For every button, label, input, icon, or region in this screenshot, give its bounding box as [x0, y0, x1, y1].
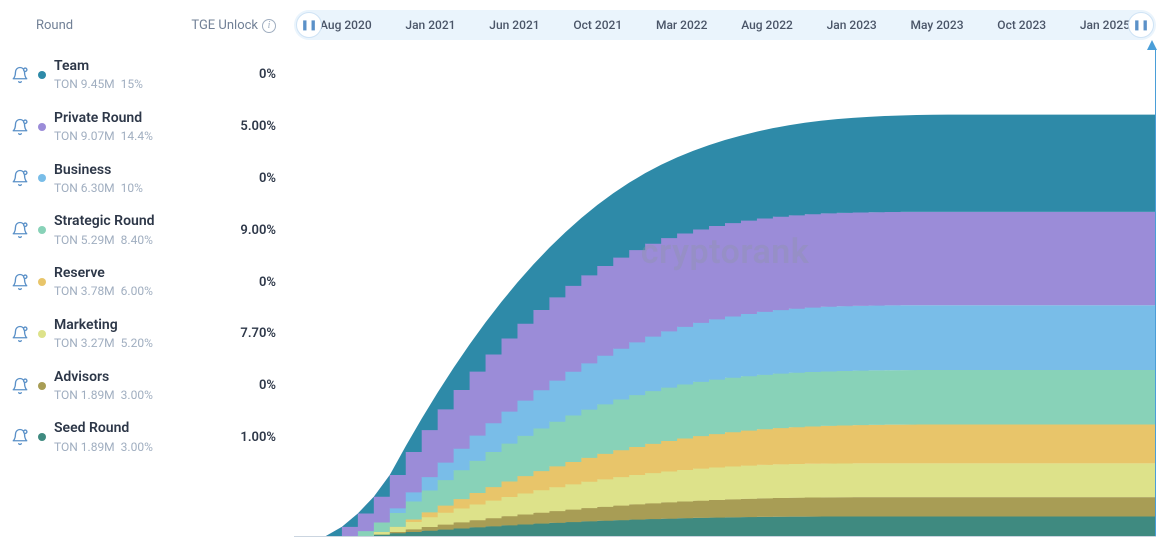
info-icon[interactable]: i [262, 19, 276, 33]
color-dot [38, 278, 46, 286]
timeline-tick: Jan 2021 [405, 18, 455, 32]
bell-icon[interactable] [10, 428, 30, 446]
round-name: Strategic Round [54, 212, 208, 230]
legend-row[interactable]: Advisors TON 1.89M3.00% 0% [6, 360, 280, 412]
bell-icon[interactable] [10, 325, 30, 343]
bell-icon[interactable] [10, 66, 30, 84]
round-name: Marketing [54, 316, 208, 334]
bell-icon[interactable] [10, 377, 30, 395]
legend-row[interactable]: Team TON 9.45M15% 0% [6, 49, 280, 101]
tge-header: TGE Unlock i [186, 18, 276, 33]
tge-value: 1.00% [216, 430, 276, 445]
legend-row[interactable]: Seed Round TON 1.89M3.00% 1.00% [6, 411, 280, 463]
timeline-tick: Jan 2025 [1080, 18, 1130, 32]
round-subtext: TON 9.45M15% [54, 77, 208, 93]
slider-handle-left[interactable]: ❚❚ [296, 12, 322, 38]
legend-header: Round TGE Unlock i [6, 10, 280, 49]
color-dot [38, 71, 46, 79]
legend-row[interactable]: Reserve TON 3.78M6.00% 0% [6, 256, 280, 308]
round-name: Advisors [54, 368, 208, 386]
timeline-tick: Oct 2021 [573, 18, 622, 32]
tge-value: 0% [216, 67, 276, 82]
tge-value: 0% [216, 171, 276, 186]
legend-row[interactable]: Private Round TON 9.07M14.4% 5.00% [6, 101, 280, 153]
timeline-tick: Aug 2020 [320, 18, 372, 32]
round-subtext: TON 3.27M5.20% [54, 336, 208, 352]
bell-icon[interactable] [10, 118, 30, 136]
timeline-tick: Oct 2023 [997, 18, 1046, 32]
color-dot [38, 433, 46, 441]
bell-icon[interactable] [10, 221, 30, 239]
round-subtext: TON 6.30M10% [54, 181, 208, 197]
slider-handle-right[interactable]: ❚❚ [1128, 12, 1154, 38]
bell-icon[interactable] [10, 169, 30, 187]
legend-row[interactable]: Strategic Round TON 5.29M8.40% 9.00% [6, 204, 280, 256]
timeline-tick: Jun 2021 [489, 18, 539, 32]
timeline-tick: Aug 2022 [741, 18, 793, 32]
tge-value: 0% [216, 378, 276, 393]
round-name: Business [54, 161, 208, 179]
tge-value: 5.00% [216, 119, 276, 134]
round-subtext: TON 5.29M8.40% [54, 233, 208, 249]
round-name: Reserve [54, 264, 208, 282]
timeline-tick: May 2023 [911, 18, 964, 32]
round-subtext: TON 3.78M6.00% [54, 284, 208, 300]
round-subtext: TON 1.89M3.00% [54, 440, 208, 456]
color-dot [38, 174, 46, 182]
tge-value: 9.00% [216, 223, 276, 238]
color-dot [38, 382, 46, 390]
color-dot [38, 330, 46, 338]
round-header: Round [36, 18, 186, 33]
round-name: Private Round [54, 109, 208, 127]
y-axis-arrow-icon [1147, 40, 1157, 50]
color-dot [38, 123, 46, 131]
round-subtext: TON 9.07M14.4% [54, 129, 208, 145]
legend-row[interactable]: Business TON 6.30M10% 0% [6, 153, 280, 205]
round-subtext: TON 1.89M3.00% [54, 388, 208, 404]
tge-value: 7.70% [216, 326, 276, 341]
legend-sidebar: Round TGE Unlock i Team TON 9.45M15% 0% … [0, 0, 290, 547]
legend-row[interactable]: Marketing TON 3.27M5.20% 7.70% [6, 308, 280, 360]
vesting-chart: cryptorank [294, 46, 1156, 537]
y-axis [1155, 50, 1156, 536]
round-name: Seed Round [54, 419, 208, 437]
timeline-tick: Mar 2022 [656, 18, 707, 32]
timeline-slider[interactable]: ❚❚ ❚❚ Aug 2020 Jan 2021 Jun 2021 Oct 2021 Ma… [294, 10, 1156, 40]
tge-value: 0% [216, 275, 276, 290]
color-dot [38, 226, 46, 234]
timeline-tick: Jan 2023 [827, 18, 877, 32]
bell-icon[interactable] [10, 273, 30, 291]
round-name: Team [54, 57, 208, 75]
